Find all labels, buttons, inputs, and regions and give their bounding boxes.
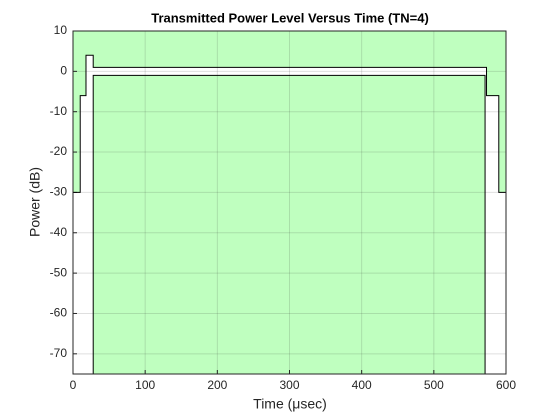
x-tick-label: 300 bbox=[279, 378, 299, 392]
mask-line bbox=[73, 54, 506, 193]
y-tick-label: -20 bbox=[50, 144, 68, 158]
x-tick-label: 500 bbox=[424, 378, 444, 392]
axes-box bbox=[72, 30, 507, 375]
chart-title: Transmitted Power Level Versus Time (TN=… bbox=[151, 10, 429, 25]
x-tick-label: 100 bbox=[135, 378, 155, 392]
y-tick-label: -50 bbox=[50, 265, 68, 279]
mask-line bbox=[92, 74, 486, 374]
y-tick-label: -70 bbox=[50, 346, 68, 360]
x-tick-label: 0 bbox=[70, 378, 77, 392]
x-tick-label: 400 bbox=[352, 378, 372, 392]
x-axis-label: Time (μsec) bbox=[253, 396, 327, 412]
x-tick-label: 600 bbox=[496, 378, 516, 392]
x-tick-label: 200 bbox=[207, 378, 227, 392]
y-tick-label: 10 bbox=[54, 23, 68, 37]
mask-fill bbox=[73, 31, 506, 374]
y-tick-label: -30 bbox=[50, 185, 68, 199]
y-tick-label: 0 bbox=[60, 64, 67, 78]
y-axis-label: Power (dB) bbox=[27, 167, 43, 237]
y-tick-label: -40 bbox=[50, 225, 68, 239]
y-tick-label: -10 bbox=[50, 104, 68, 118]
y-tick-label: -60 bbox=[50, 306, 68, 320]
